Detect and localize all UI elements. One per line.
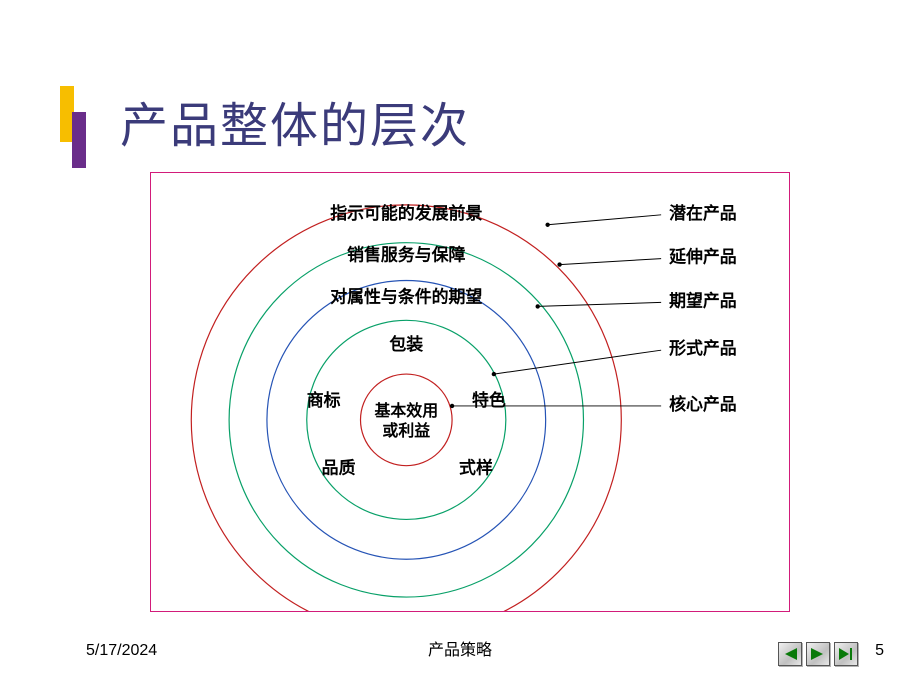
outer-level-label: 期望产品 [669,290,737,310]
header-logo [60,86,90,166]
footer-topic: 产品策略 [428,636,492,660]
ring-label: 指示可能的发展前景 [330,203,482,223]
nav-prev-button[interactable] [778,642,802,666]
nav-play-button[interactable] [806,642,830,666]
leader-dot [545,223,549,227]
ring-label: 对属性与条件的期望 [330,286,482,306]
inner-item-label: 商标 [307,390,341,410]
leader-dot [557,262,561,266]
footer-date: 5/17/2024 [86,642,157,660]
inner-item-label: 式样 [459,458,493,478]
leader-dot [536,304,540,308]
leader-dot [450,404,454,408]
ring-label: 销售服务与保障 [347,245,465,265]
diagram-frame: 指示可能的发展前景销售服务与保障对属性与条件的期望 包装商标 特色品质 式样 潜在产… [150,172,790,612]
leader-line [538,302,661,306]
leader-line [494,350,661,374]
leader-dot [492,372,496,376]
center-label: 或利益 [382,421,430,440]
inner-item-label: 特色 [472,390,506,410]
concentric-diagram: 指示可能的发展前景销售服务与保障对属性与条件的期望 包装商标 特色品质 式样 潜在产… [151,173,789,611]
leader-line [560,259,662,265]
footer-page-number: 5 [875,642,884,660]
inner-item-label: 品质 [322,459,356,478]
outer-level-label: 核心产品 [669,394,737,414]
outer-level-label: 形式产品 [669,338,737,358]
inner-item-label: 包装 [389,334,423,354]
logo-bar-purple [72,112,86,168]
nav-next-button[interactable] [834,642,858,666]
outer-level-label: 潜在产品 [669,203,737,223]
leader-line [548,215,661,225]
outer-level-label: 延伸产品 [668,247,737,267]
center-label: 基本效用 [373,401,438,420]
page-title: 产品整体的层次 [120,86,470,156]
nav-buttons [778,642,858,666]
